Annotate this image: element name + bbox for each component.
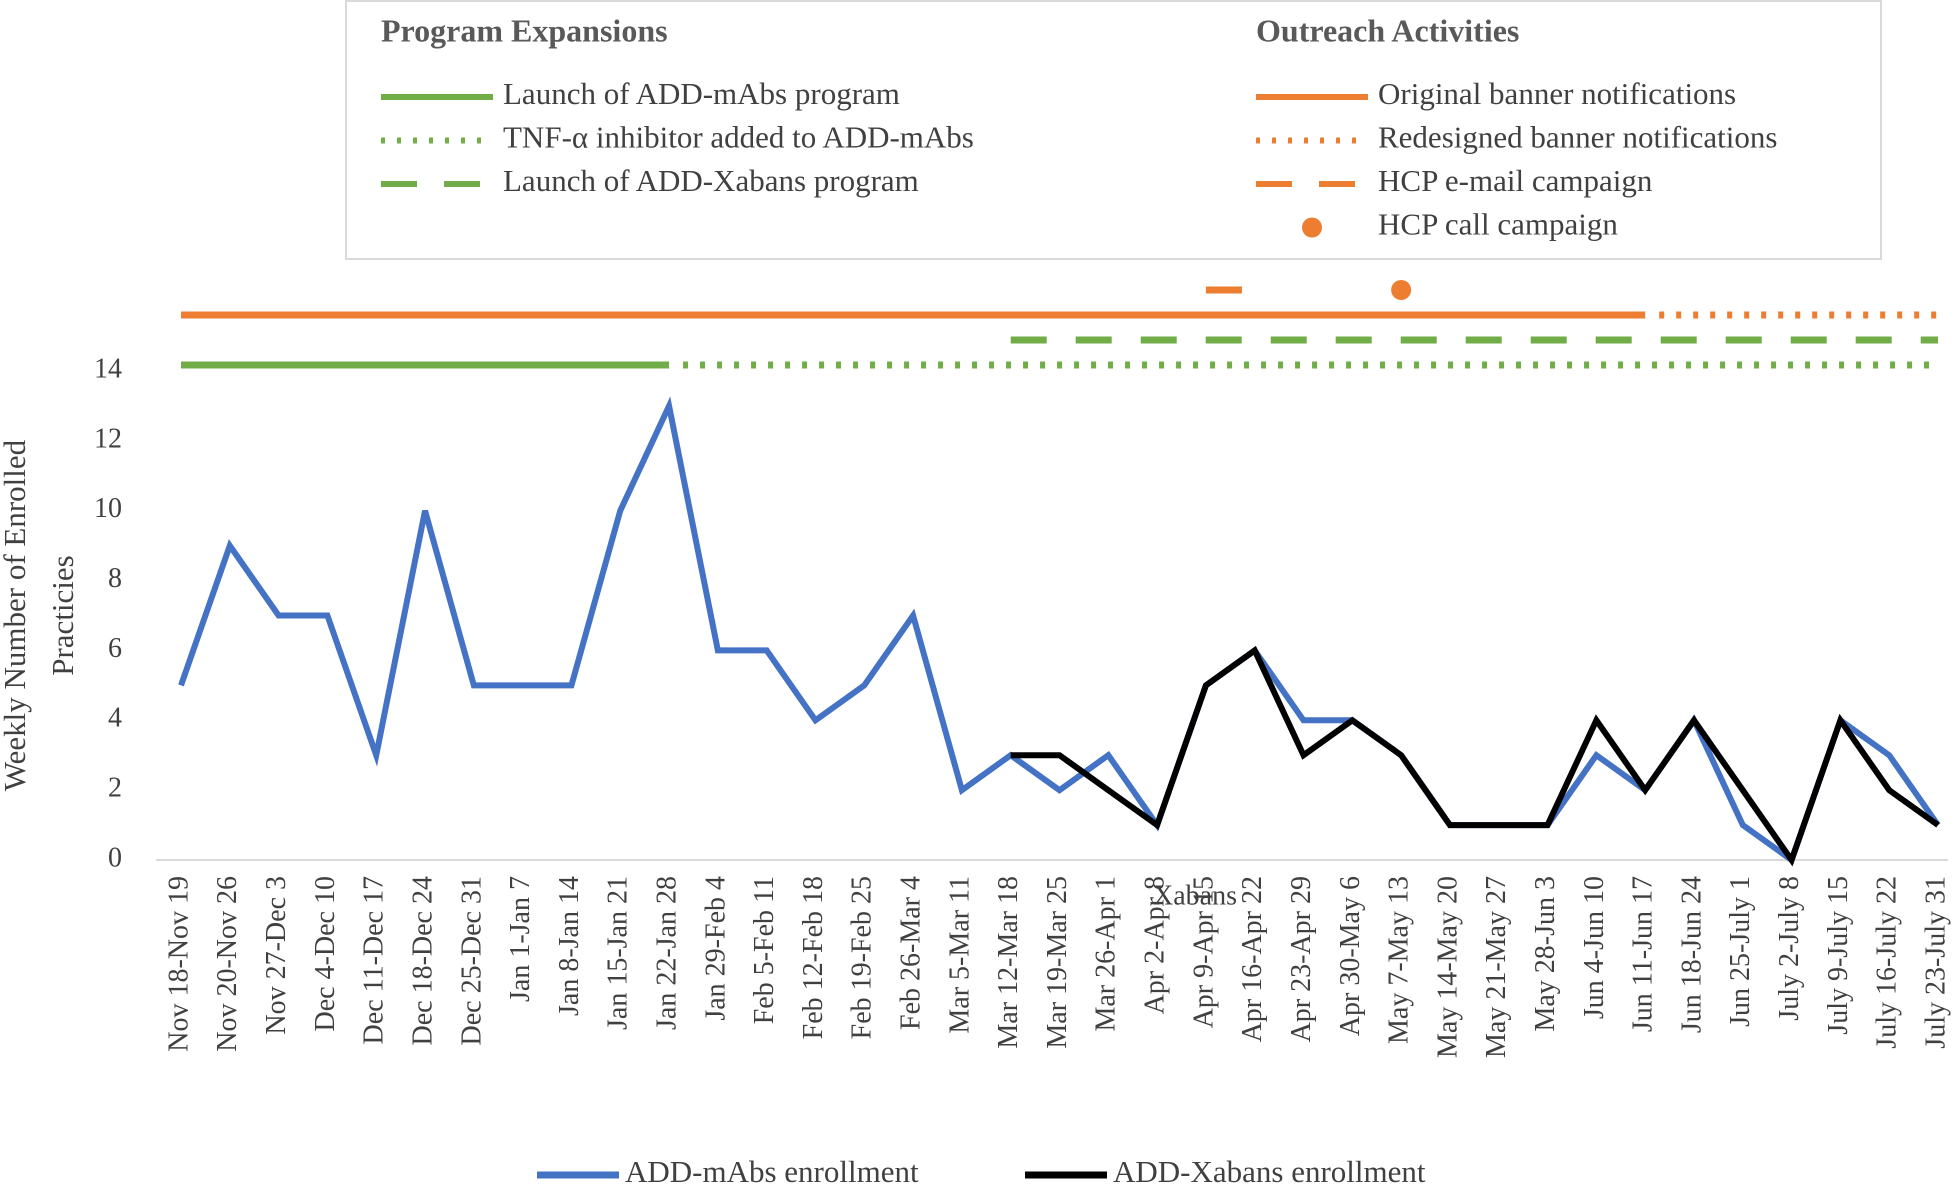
x-tick-label: Jan 22-Jan 28 (651, 876, 682, 1030)
x-tick-label: Feb 26-Mar 4 (896, 876, 927, 1030)
x-tick-label: Jan 29-Feb 4 (700, 876, 731, 1021)
legend-label: ADD-Xabans enrollment (1113, 1154, 1426, 1187)
y-tick-label: 6 (108, 633, 122, 664)
x-tick-label: Feb 12-Feb 18 (798, 876, 829, 1039)
legend-label: HCP e-mail campaign (1378, 163, 1653, 198)
x-tick-label: Nov 27-Dec 3 (261, 876, 292, 1035)
x-tick-label: July 16-July 22 (1872, 876, 1903, 1049)
y-tick-label: 8 (108, 563, 122, 594)
legend-label: Original banner notifications (1378, 76, 1736, 111)
series-line (1010, 645, 1940, 867)
x-tick-label: Feb 19-Feb 25 (847, 876, 878, 1039)
x-tick-label: Jun 25-July 1 (1725, 876, 1756, 1027)
y-axis-title: Weekly Number of Enrolled (0, 439, 32, 791)
y-tick-label: 4 (108, 703, 122, 734)
annotation: Xabans (1153, 880, 1237, 911)
x-tick-label: Jan 8-Jan 14 (554, 876, 585, 1016)
x-tick-label: Apr 16-Apr 22 (1237, 876, 1268, 1042)
legend-label: Launch of ADD-Xabans program (503, 163, 919, 198)
series-line (178, 396, 1941, 865)
x-tick-label: Jan 15-Jan 21 (603, 876, 634, 1030)
legend-label: Launch of ADD-mAbs program (503, 76, 900, 111)
x-tick-label: Mar 26-Apr 1 (1091, 876, 1122, 1032)
x-tick-label: Dec 4-Dec 10 (310, 876, 341, 1031)
y-tick-label: 14 (94, 353, 122, 384)
x-tick-label: Apr 30-May 6 (1335, 876, 1366, 1036)
x-tick-label: Apr 2-Apr 8 (1140, 876, 1171, 1014)
x-tick-label: Mar 12-Mar 18 (993, 876, 1024, 1049)
x-tick-label: May 28-Jun 3 (1530, 876, 1561, 1032)
legend-label: TNF-α inhibitor added to ADD-mAbs (503, 120, 974, 155)
x-tick-label: Jan 1-Jan 7 (505, 876, 536, 1002)
y-tick-label: 0 (108, 842, 122, 873)
x-tick-label: Feb 5-Feb 11 (749, 876, 780, 1024)
y-tick-label: 10 (94, 493, 122, 524)
legend-label: HCP call campaign (1378, 207, 1618, 242)
x-tick-label: Nov 20-Nov 26 (212, 876, 243, 1052)
y-axis-title: Practicies (45, 555, 80, 676)
x-tick-label: July 2-July 8 (1774, 876, 1805, 1021)
x-tick-label: July 23-July 31 (1920, 876, 1951, 1049)
y-tick-label: 2 (108, 773, 122, 804)
x-tick-label: Nov 18-Nov 19 (163, 876, 194, 1052)
x-tick-label: Dec 25-Dec 31 (456, 876, 487, 1045)
x-tick-label: July 9-July 15 (1823, 876, 1854, 1035)
x-tick-label: Mar 19-Mar 25 (1042, 876, 1073, 1049)
x-tick-label: Dec 18-Dec 24 (407, 876, 438, 1045)
legend-heading: Outreach Activities (1256, 12, 1519, 48)
x-tick-label: Dec 11-Dec 17 (359, 876, 390, 1044)
y-tick-label: 12 (94, 423, 122, 454)
x-tick-label: Apr 23-Apr 29 (1286, 876, 1317, 1042)
x-tick-label: May 21-May 27 (1481, 876, 1512, 1058)
x-tick-label: Mar 5-Mar 11 (944, 876, 975, 1034)
x-tick-label: Jun 4-Jun 10 (1579, 876, 1610, 1019)
legend-heading: Program Expansions (381, 12, 668, 48)
legend-box (345, 0, 1882, 260)
legend-label: ADD-mAbs enrollment (625, 1154, 919, 1187)
x-tick-label: May 7-May 13 (1384, 876, 1415, 1044)
timeline-marker (1391, 280, 1412, 300)
x-tick-label: Jun 18-Jun 24 (1676, 876, 1707, 1033)
x-tick-label: May 14-May 20 (1432, 876, 1463, 1058)
x-tick-label: Apr 9-Apr 15 (1188, 876, 1219, 1028)
legend-swatch (1302, 217, 1322, 238)
x-tick-label: Jun 11-Jun 17 (1628, 876, 1659, 1032)
legend-label: Redesigned banner notifications (1378, 120, 1777, 155)
